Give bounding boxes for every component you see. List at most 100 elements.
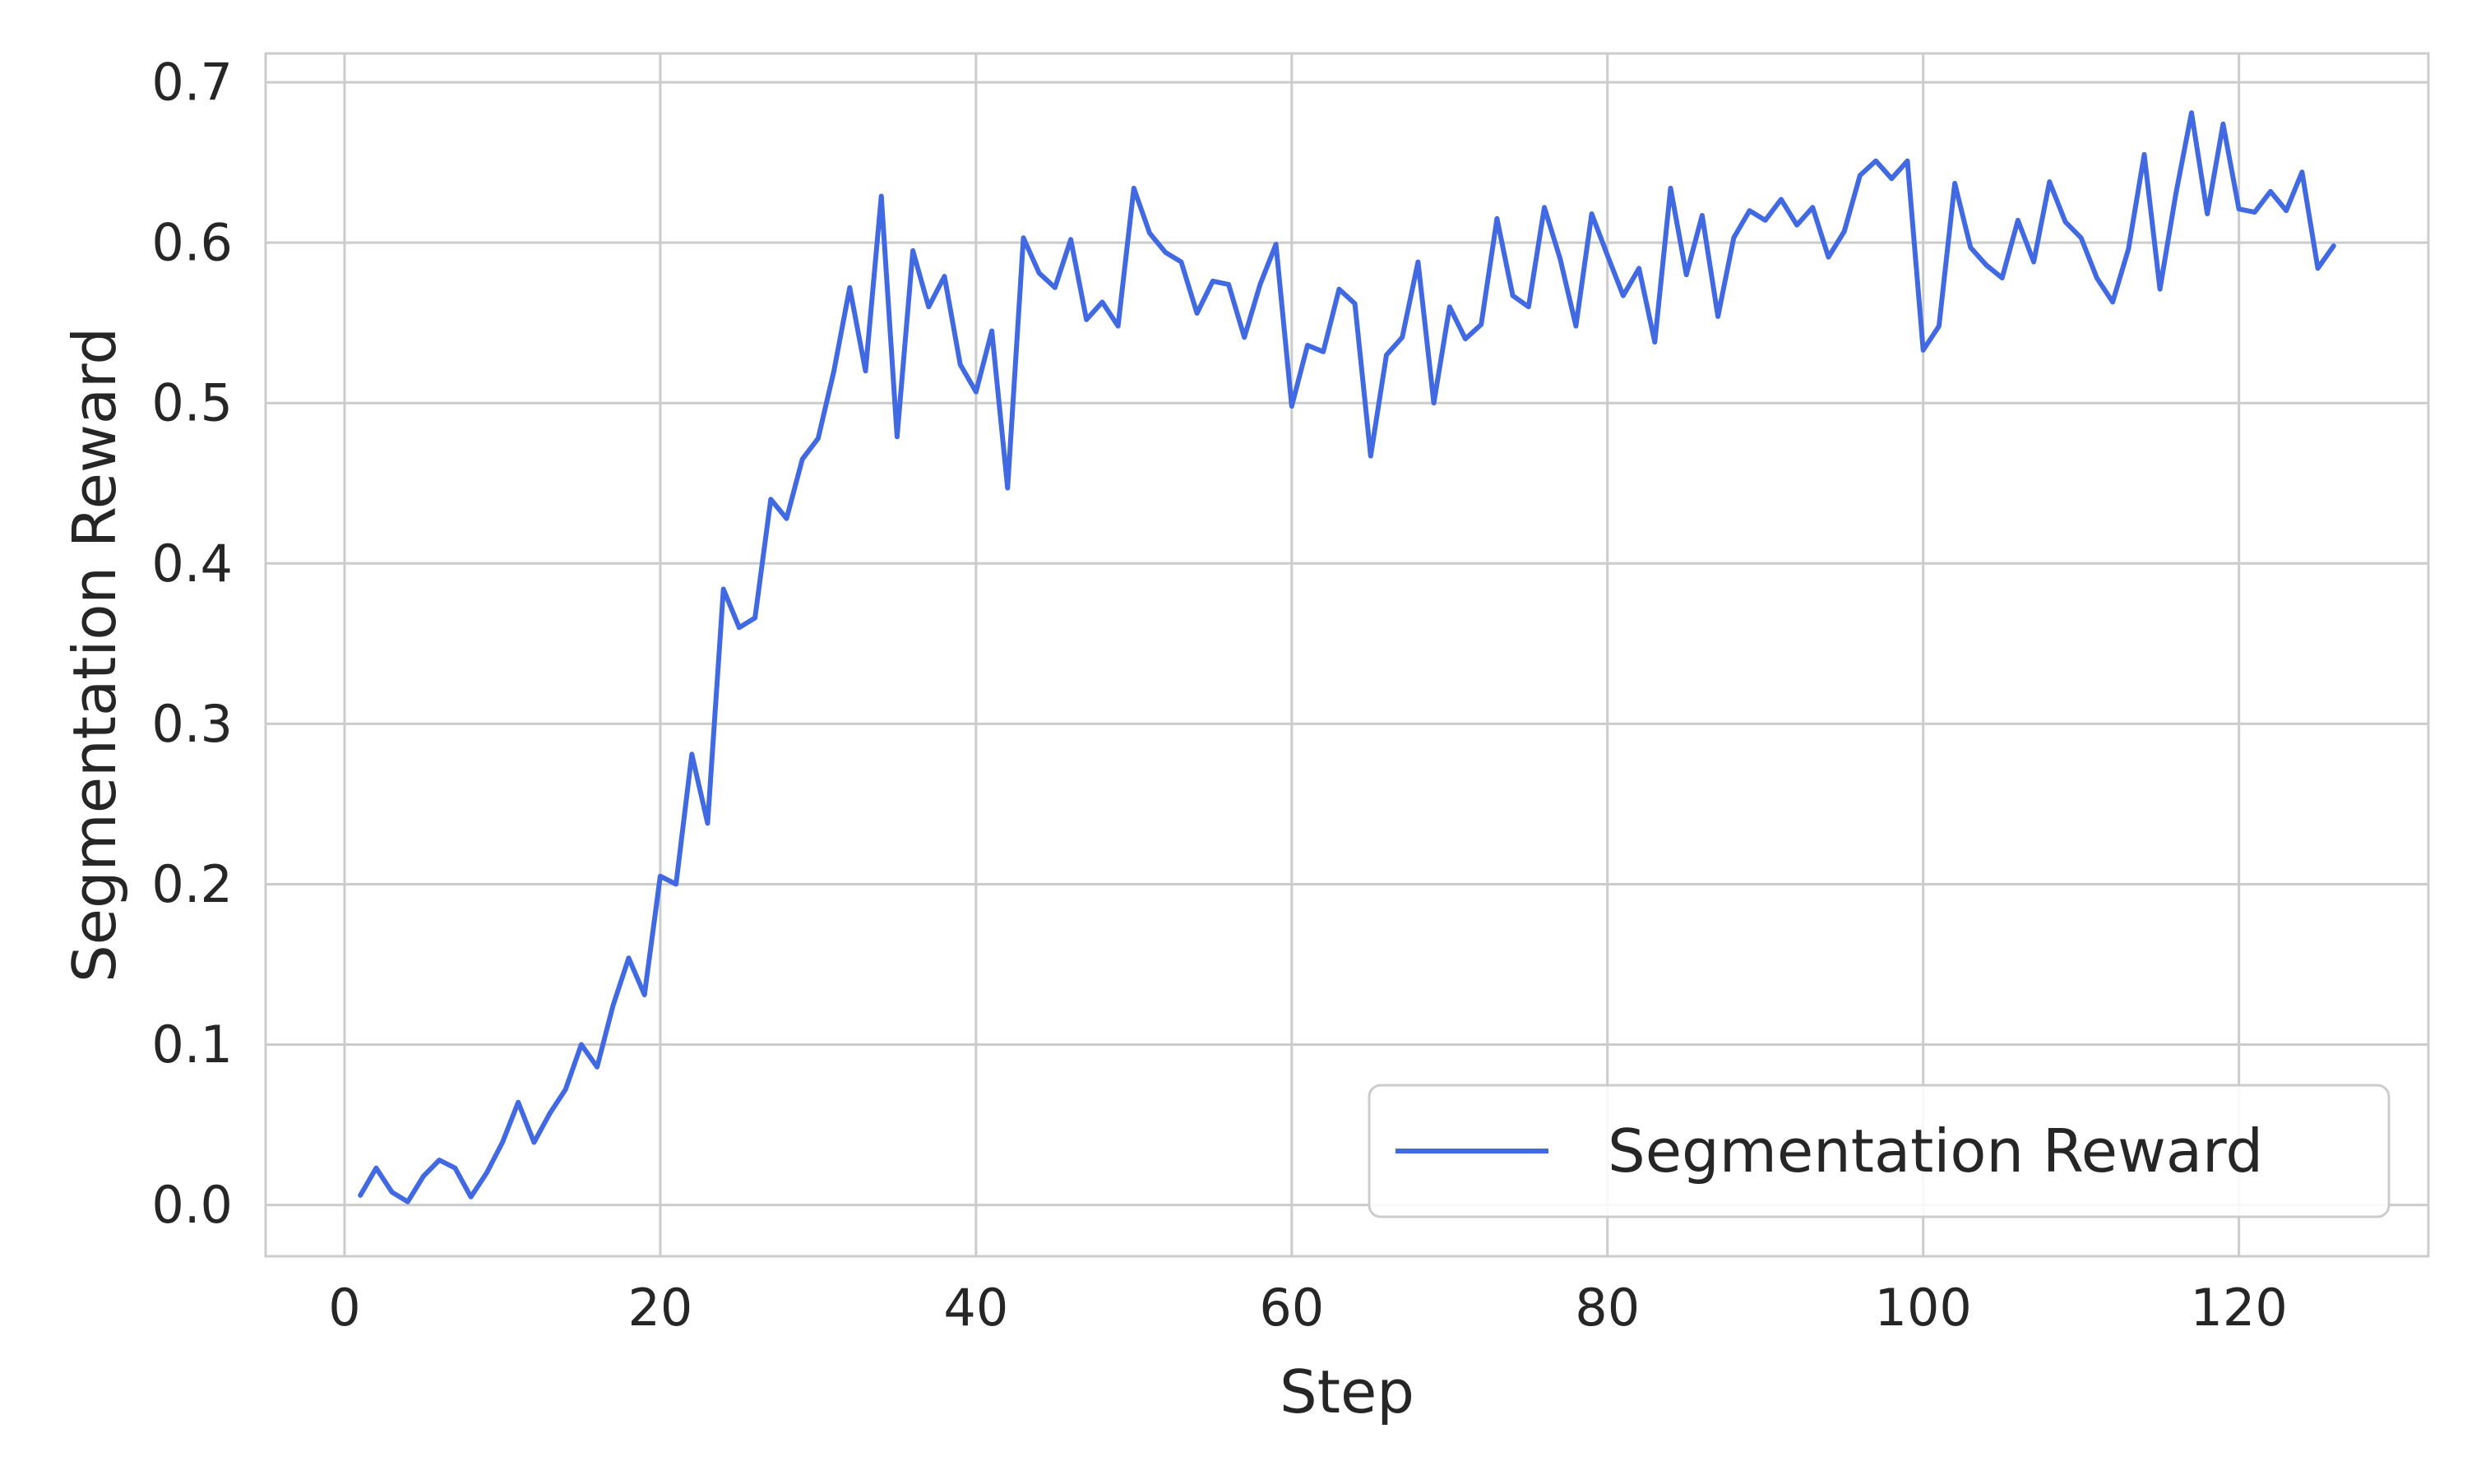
data-point [2175, 194, 2177, 196]
plot-area-frame [264, 52, 2430, 1258]
data-point [849, 287, 850, 289]
data-point [1954, 183, 1956, 184]
y-tick-label: 0.2 [151, 854, 233, 914]
data-point [1780, 199, 1782, 201]
x-tick-label: 40 [943, 1278, 1008, 1338]
legend-label: Segmentation Reward [1608, 1116, 2263, 1186]
data-point [2238, 208, 2240, 210]
data-point [1196, 312, 1198, 314]
x-tick-label: 120 [2190, 1278, 2287, 1338]
data-point [1401, 336, 1403, 338]
data-point [1906, 160, 1908, 162]
data-point [1607, 255, 1608, 257]
series-line [358, 110, 2336, 1204]
data-point [1796, 224, 1798, 226]
data-point [454, 1167, 456, 1169]
data-point [2064, 221, 2066, 223]
data-point [2096, 277, 2098, 279]
data-point [1243, 336, 1245, 338]
x-tick-label: 100 [1875, 1278, 1972, 1338]
legend: Segmentation Reward [1368, 1084, 2391, 1218]
data-point [596, 1066, 598, 1068]
y-axis-title: Segmentation Reward [60, 327, 129, 982]
data-point [375, 1167, 377, 1169]
x-tick-label: 20 [627, 1278, 692, 1338]
data-point [1101, 301, 1103, 303]
data-point [1969, 247, 1971, 248]
y-tick-label: 0.0 [151, 1175, 233, 1235]
data-point [1985, 264, 1987, 266]
data-point [707, 822, 709, 824]
data-point [2143, 154, 2145, 155]
data-point [644, 994, 646, 996]
data-point [2254, 211, 2256, 213]
data-point [975, 391, 977, 393]
data-point [912, 250, 914, 252]
data-point [2301, 171, 2303, 173]
data-point [802, 459, 803, 460]
data-point [1749, 210, 1751, 211]
data-point [817, 437, 819, 439]
data-point [1891, 178, 1892, 179]
data-point [864, 370, 866, 372]
data-point [1370, 455, 1372, 457]
data-point [1322, 351, 1324, 353]
data-point [1070, 238, 1072, 240]
series-layer [358, 110, 2336, 1204]
data-point [786, 518, 788, 520]
tick-labels: 0 20 40 60 80 100 120 0.0 0.1 0.2 0.3 0.4 0.5 0.6 0.7 [151, 53, 2287, 1338]
data-point [423, 1175, 424, 1177]
data-point [486, 1172, 488, 1174]
data-point [1085, 319, 1087, 321]
data-point [2270, 191, 2271, 192]
grid-lines [266, 53, 2428, 1256]
data-point [2206, 213, 2208, 215]
x-tick-label: 60 [1259, 1278, 1324, 1338]
data-point [438, 1159, 440, 1161]
data-point [2127, 248, 2129, 250]
y-tick-label: 0.3 [151, 694, 233, 754]
data-point [1622, 295, 1624, 297]
x-axis-title: Step [1280, 1357, 1414, 1426]
data-point [1875, 160, 1877, 162]
data-point [391, 1191, 393, 1193]
y-tick-label: 0.6 [151, 213, 233, 273]
data-point [754, 617, 756, 619]
data-point [1417, 261, 1419, 263]
data-point [943, 275, 945, 277]
data-point [1701, 215, 1703, 216]
data-point [833, 370, 835, 372]
data-point [1354, 303, 1356, 304]
legend-box [1368, 1084, 2391, 1218]
data-point [1812, 206, 1813, 208]
data-point [565, 1089, 567, 1090]
x-tick-label: 80 [1575, 1278, 1640, 1338]
data-point [1212, 280, 1214, 282]
y-tick-label: 0.7 [151, 53, 233, 113]
data-point [407, 1201, 409, 1203]
data-point [1859, 174, 1861, 176]
data-point [533, 1142, 535, 1144]
data-point [1054, 287, 1056, 289]
data-point [675, 883, 677, 885]
data-point [517, 1102, 519, 1103]
data-point [549, 1112, 551, 1114]
data-point [1433, 402, 1435, 404]
x-tick-label: 0 [328, 1278, 360, 1338]
y-tick-label: 0.5 [151, 373, 233, 433]
data-point [2048, 181, 2050, 183]
y-tick-label: 0.1 [151, 1015, 233, 1075]
data-point [1480, 324, 1482, 326]
data-point [1638, 267, 1640, 269]
data-point [1180, 261, 1182, 263]
data-point [1512, 295, 1514, 297]
data-point [2333, 245, 2335, 247]
data-point [1133, 187, 1135, 189]
data-point [2222, 123, 2224, 125]
data-point [628, 957, 630, 959]
data-point [2317, 267, 2319, 269]
data-point [1717, 316, 1719, 317]
